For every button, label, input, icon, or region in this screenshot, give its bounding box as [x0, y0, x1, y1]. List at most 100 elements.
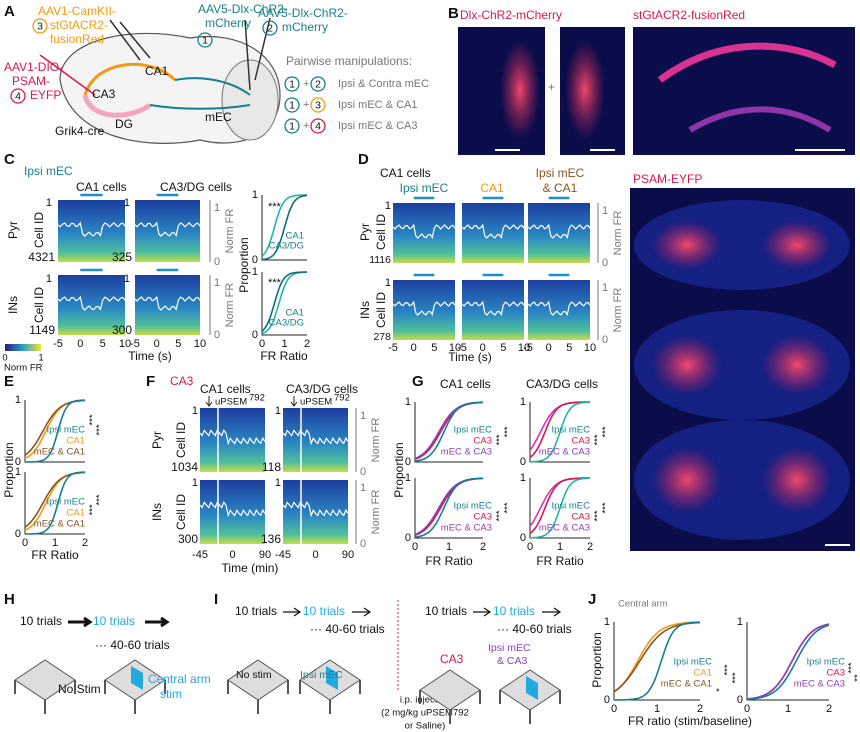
y-tick-label: 0 [252, 254, 258, 266]
arrow [352, 607, 372, 617]
x-tick-label: -45 [192, 549, 208, 561]
y-tick-label: 0 [737, 694, 743, 706]
label: Ipsi & Contra mEC [338, 78, 429, 90]
arrow [145, 616, 170, 628]
label: INs [358, 301, 372, 319]
cdf-curve [25, 471, 86, 535]
label: PSAM-EYFP [633, 172, 702, 186]
label: Ipsi mEC [300, 669, 343, 681]
label: Pyr [358, 223, 372, 241]
label: *** [601, 426, 612, 437]
label: CA3 [440, 652, 464, 666]
label: Ipsi mEC [24, 164, 73, 178]
label: stim [160, 687, 182, 701]
label: Ipsi mEC & CA1 [338, 99, 417, 111]
circled-number: 4 [315, 120, 321, 132]
label: CA3 [474, 512, 492, 523]
x-tick-label: -5 [388, 342, 398, 354]
y-tick-label: 1 [360, 410, 366, 422]
x-tick-label: 0 [77, 338, 83, 350]
label: AAV5-Dlx-ChR2- [198, 2, 288, 16]
y-tick-label: 1 [737, 616, 743, 628]
y-tick-label: 1 [520, 472, 526, 484]
trace [282, 501, 349, 518]
y-tick-label: 1 [405, 472, 411, 484]
y-tick-label: 1 [214, 277, 220, 289]
axes [414, 478, 483, 539]
panel-label: I [214, 591, 218, 608]
cdf-curve [529, 401, 591, 463]
maze-stim [326, 666, 338, 690]
ml-signal [657, 42, 837, 83]
cdf-curve [261, 271, 308, 332]
label: CA1 cells [380, 166, 431, 180]
axes [529, 478, 590, 539]
x-tick-label: 10 [518, 342, 530, 354]
y-tick-label: 1 [602, 205, 608, 217]
y-tick-label: 0 [602, 257, 608, 269]
label: 1 [124, 197, 130, 209]
label: Ipsi mEC [453, 501, 492, 512]
label: Ipsi mEC & CA3 [338, 120, 417, 132]
label: *** [268, 201, 282, 213]
x-tick-label: 1 [557, 541, 563, 553]
label: FR ratio (stim/baseline) [628, 714, 752, 728]
y-tick-label: 1 [602, 282, 608, 294]
psam-signal [762, 220, 832, 270]
label: CA3 [170, 374, 194, 388]
x-tick-label: 1 [654, 703, 660, 715]
label: 278 [373, 331, 391, 343]
circled-number-ring [10, 88, 26, 104]
x-tick-label: 10 [584, 342, 596, 354]
circled-number-ring [197, 32, 213, 48]
x-tick-label: 5 [566, 342, 572, 354]
label: Cell ID [174, 494, 188, 530]
label: uPSEM [215, 397, 247, 408]
label: (2 mg/kg uPSEM792 [381, 708, 469, 719]
label: Ipsi mEC [46, 425, 85, 436]
fiber [254, 17, 271, 81]
label: *** [731, 672, 742, 683]
label: CA1 [480, 181, 504, 195]
trace [57, 221, 126, 238]
psam-signal [762, 334, 832, 396]
label: i.p. injection [400, 695, 450, 706]
label: Ipsi mEC [806, 657, 845, 668]
cdf-curve [613, 621, 701, 701]
axes [261, 272, 307, 336]
y-tick-label: 0 [602, 334, 608, 346]
heatmap [393, 203, 455, 263]
x-tick-label: 10 [119, 338, 131, 350]
x-tick-label: 0 [259, 338, 265, 350]
label: Grik4-cre [55, 124, 105, 138]
x-tick-label: 0 [546, 342, 552, 354]
maze-stim [131, 666, 143, 690]
label: EYFP [30, 88, 61, 102]
circled-number: 2 [315, 78, 321, 90]
x-tick-label: -5 [457, 342, 467, 354]
panel-label: D [358, 151, 369, 168]
y-tick-label: 0 [252, 329, 258, 341]
label: mCherry [282, 20, 328, 34]
label: 1116 [369, 254, 391, 266]
label: stGtACR2- [50, 18, 108, 32]
label: ··· 40-60 trials [310, 622, 385, 636]
trace [461, 223, 525, 239]
label: 1149 [29, 323, 55, 337]
label: ··· 40-60 trials [497, 622, 572, 636]
y-tick-label: 1 [520, 396, 526, 408]
label: + [303, 120, 309, 132]
label: 10 trials [20, 614, 62, 628]
circled-number-ring [284, 118, 300, 134]
label: mEC & CA3 [539, 447, 590, 458]
label: CA3/DG [269, 318, 304, 329]
label: CA3 [474, 436, 492, 447]
label: FR Ratio [536, 554, 584, 568]
psam-signal [652, 447, 722, 513]
panel-label: H [4, 591, 15, 608]
trace [461, 300, 525, 316]
label: Central arm [618, 599, 668, 610]
x-tick-label: 10 [449, 342, 461, 354]
label: mEC & CA3 [794, 679, 845, 690]
label: FR Ratio [31, 548, 79, 562]
